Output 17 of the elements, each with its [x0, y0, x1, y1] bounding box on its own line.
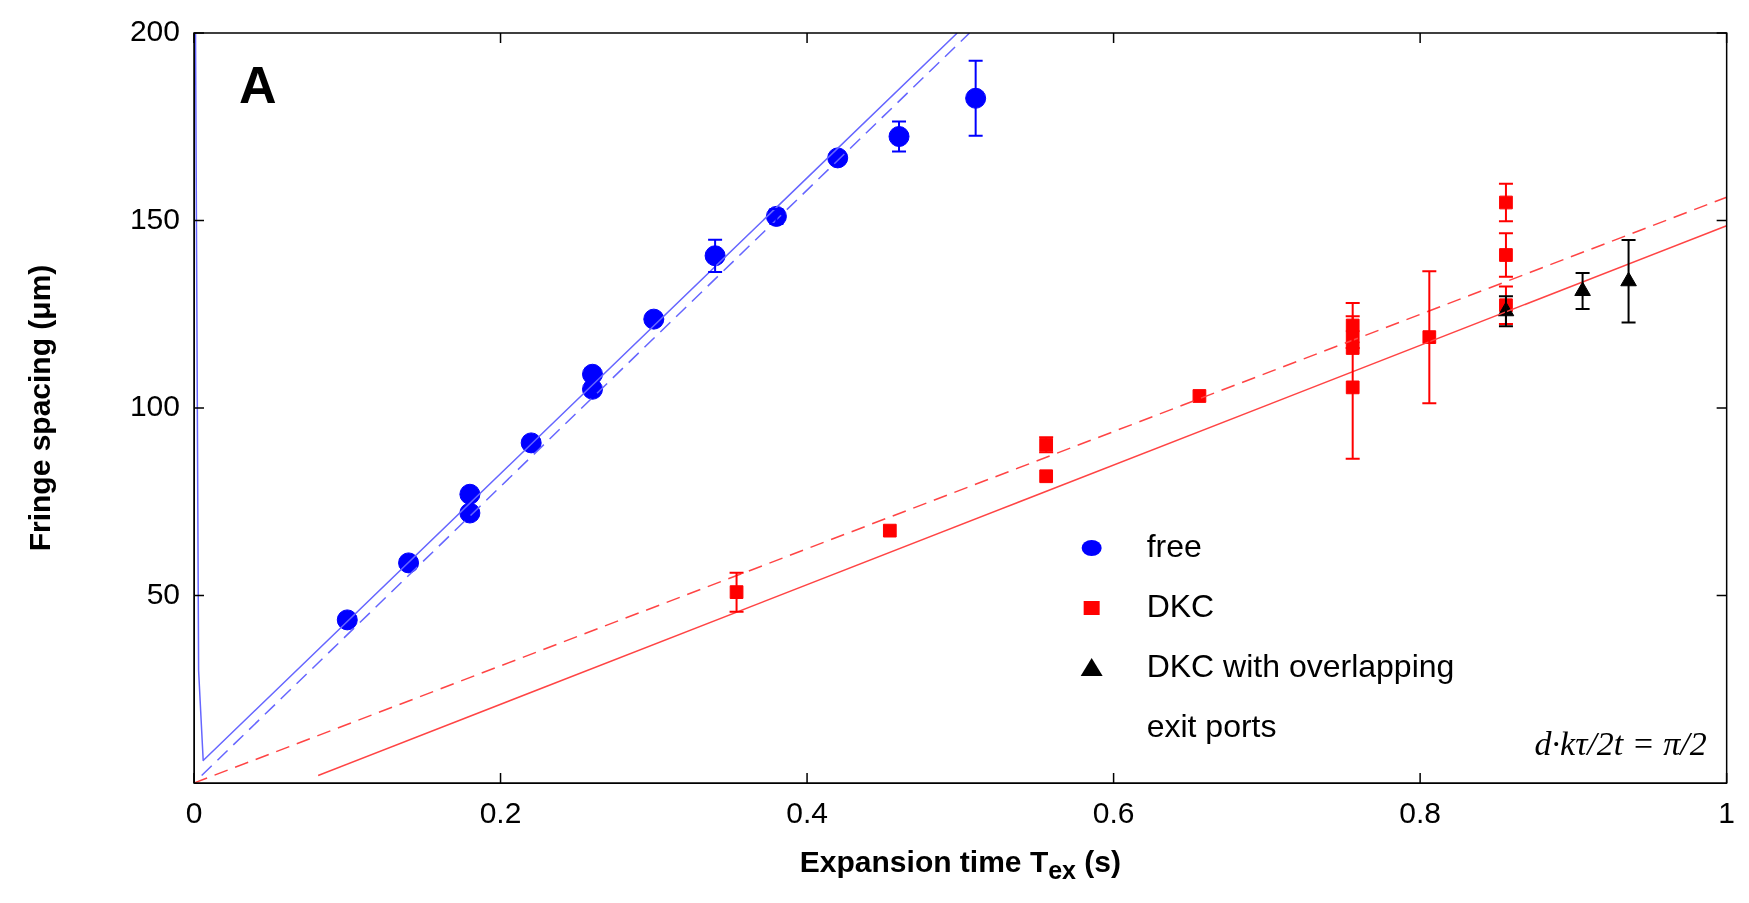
- x-tick-label: 0.6: [1092, 796, 1135, 830]
- annotation: A: [239, 56, 277, 115]
- x-tick-label: 0.4: [786, 796, 828, 830]
- x-tick-label: 1: [1718, 796, 1735, 830]
- x-axis-title: Expansion time T$_{ex}$ (s): [799, 845, 1122, 885]
- annotation: d·kτ/2t = π/2: [1534, 724, 1707, 762]
- y-tick-label: 50: [146, 576, 180, 610]
- y-axis-title: Fringe spacing (μm): [22, 264, 57, 552]
- legend-label: DKC with overlapping exit ports: [1146, 647, 1455, 744]
- legend-label: DKC: [1146, 587, 1215, 624]
- x-tick-label: 0.2: [479, 796, 522, 830]
- legend-label: free: [1146, 527, 1202, 564]
- y-tick-label: 150: [129, 201, 180, 235]
- x-tick-label: 0: [185, 796, 203, 830]
- x-tick-label: 0.8: [1399, 796, 1441, 830]
- y-tick-label: 200: [129, 14, 180, 48]
- y-tick-label: 100: [129, 389, 180, 423]
